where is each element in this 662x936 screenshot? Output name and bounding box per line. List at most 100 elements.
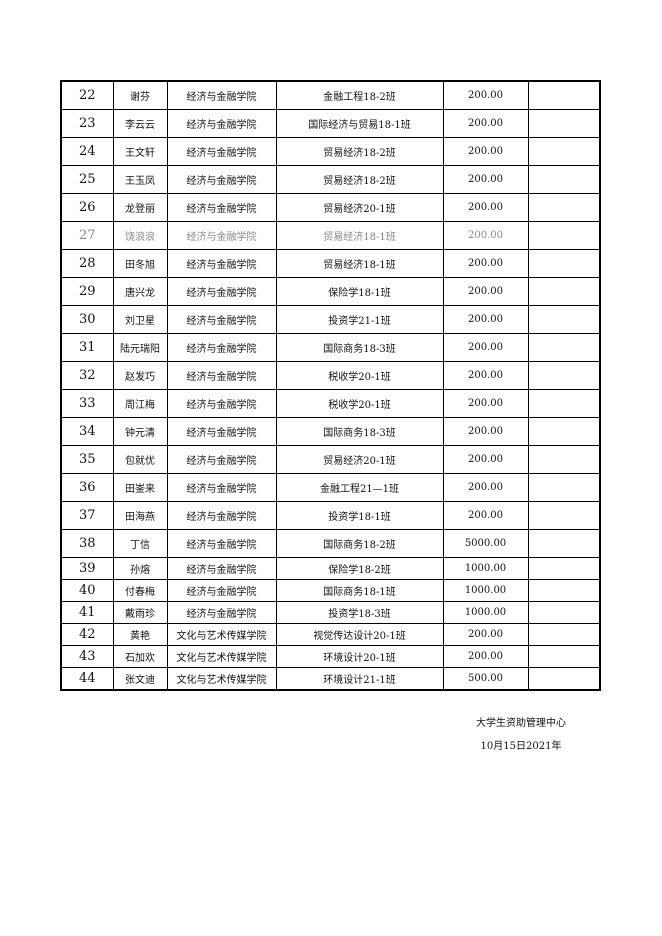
college: 经济与金融学院 [166, 193, 277, 222]
empty-cell [527, 473, 601, 502]
row-number: 40 [60, 579, 114, 602]
student-name: 赵发巧 [112, 361, 168, 390]
row-number: 32 [60, 361, 114, 390]
student-name: 黄艳 [112, 623, 168, 646]
amount: 200.00 [442, 137, 529, 166]
row-number: 26 [60, 193, 114, 222]
class: 投资学18-3班 [275, 601, 444, 624]
table-row: 22 谢芬 经济与金融学院 金融工程18-2班 200.00 [60, 80, 601, 110]
row-number: 33 [60, 389, 114, 418]
amount: 200.00 [442, 277, 529, 306]
row-number: 38 [60, 529, 114, 558]
empty-cell [527, 221, 601, 250]
class: 国际商务18-1班 [275, 579, 444, 602]
student-name: 包就优 [112, 445, 168, 474]
amount: 200.00 [442, 333, 529, 362]
row-number: 27 [60, 221, 114, 250]
amount: 200.00 [442, 221, 529, 250]
row-number: 39 [60, 557, 114, 580]
amount: 200.00 [442, 361, 529, 390]
student-name: 付春梅 [112, 579, 168, 602]
class: 贸易经济18-2班 [275, 137, 444, 166]
class: 投资学18-1班 [275, 501, 444, 530]
class: 投资学21-1班 [275, 305, 444, 334]
amount: 200.00 [442, 645, 529, 668]
class: 贸易经济18-1班 [275, 221, 444, 250]
amount: 200.00 [442, 80, 529, 110]
college: 文化与艺术传媒学院 [166, 645, 277, 668]
empty-cell [527, 601, 601, 624]
empty-cell [527, 333, 601, 362]
college: 经济与金融学院 [166, 277, 277, 306]
student-name: 田崟来 [112, 473, 168, 502]
row-number: 24 [60, 137, 114, 166]
college: 文化与艺术传媒学院 [166, 623, 277, 646]
student-name: 龙登丽 [112, 193, 168, 222]
student-name: 王文轩 [112, 137, 168, 166]
empty-cell [527, 109, 601, 138]
amount: 1000.00 [442, 579, 529, 602]
table-row: 40 付春梅 经济与金融学院 国际商务18-1班 1000.00 [60, 579, 601, 602]
student-name: 钟元清 [112, 417, 168, 446]
empty-cell [527, 529, 601, 558]
row-number: 34 [60, 417, 114, 446]
amount: 200.00 [442, 109, 529, 138]
row-number: 28 [60, 249, 114, 278]
row-number: 44 [60, 667, 114, 691]
college: 经济与金融学院 [166, 361, 277, 390]
amount: 1000.00 [442, 601, 529, 624]
table-row: 44 张文迪 文化与艺术传媒学院 环境设计21-1班 500.00 [60, 667, 601, 691]
college: 文化与艺术传媒学院 [166, 667, 277, 691]
student-name: 孙熔 [112, 557, 168, 580]
college: 经济与金融学院 [166, 473, 277, 502]
class: 国际经济与贸易18-1班 [275, 109, 444, 138]
class: 视觉传达设计20-1班 [275, 623, 444, 646]
amount: 200.00 [442, 389, 529, 418]
class: 贸易经济20-1班 [275, 193, 444, 222]
amount: 200.00 [442, 165, 529, 194]
student-name: 戴雨珍 [112, 601, 168, 624]
empty-cell [527, 249, 601, 278]
table-row: 27 饶浪浪 经济与金融学院 贸易经济18-1班 200.00 [60, 221, 601, 250]
class: 金融工程18-2班 [275, 80, 444, 110]
table-row: 31 陆元瑞阳 经济与金融学院 国际商务18-3班 200.00 [60, 333, 601, 362]
college: 经济与金融学院 [166, 557, 277, 580]
empty-cell [527, 623, 601, 646]
table-row: 36 田崟来 经济与金融学院 金融工程21—1班 200.00 [60, 473, 601, 502]
row-number: 41 [60, 601, 114, 624]
row-number: 37 [60, 501, 114, 530]
row-number: 25 [60, 165, 114, 194]
class: 贸易经济20-1班 [275, 445, 444, 474]
amount: 200.00 [442, 305, 529, 334]
row-number: 29 [60, 277, 114, 306]
college: 经济与金融学院 [166, 529, 277, 558]
row-number: 36 [60, 473, 114, 502]
amount: 200.00 [442, 193, 529, 222]
student-name: 饶浪浪 [112, 221, 168, 250]
row-number: 23 [60, 109, 114, 138]
row-number: 22 [60, 80, 114, 110]
student-name: 刘卫星 [112, 305, 168, 334]
class: 税收学20-1班 [275, 361, 444, 390]
table-row: 25 王玉凤 经济与金融学院 贸易经济18-2班 200.00 [60, 165, 601, 194]
college: 经济与金融学院 [166, 165, 277, 194]
student-name: 陆元瑞阳 [112, 333, 168, 362]
college: 经济与金融学院 [166, 80, 277, 110]
empty-cell [527, 137, 601, 166]
empty-cell [527, 501, 601, 530]
row-number: 42 [60, 623, 114, 646]
class: 国际商务18-3班 [275, 417, 444, 446]
student-name: 田冬旭 [112, 249, 168, 278]
amount: 200.00 [442, 473, 529, 502]
amount: 500.00 [442, 667, 529, 691]
student-name: 谢芬 [112, 80, 168, 110]
empty-cell [527, 361, 601, 390]
college: 经济与金融学院 [166, 137, 277, 166]
student-name: 张文迪 [112, 667, 168, 691]
amount: 200.00 [442, 623, 529, 646]
class: 金融工程21—1班 [275, 473, 444, 502]
table-row: 41 戴雨珍 经济与金融学院 投资学18-3班 1000.00 [60, 601, 601, 624]
table-row: 24 王文轩 经济与金融学院 贸易经济18-2班 200.00 [60, 137, 601, 166]
student-name: 石加欢 [112, 645, 168, 668]
college: 经济与金融学院 [166, 221, 277, 250]
